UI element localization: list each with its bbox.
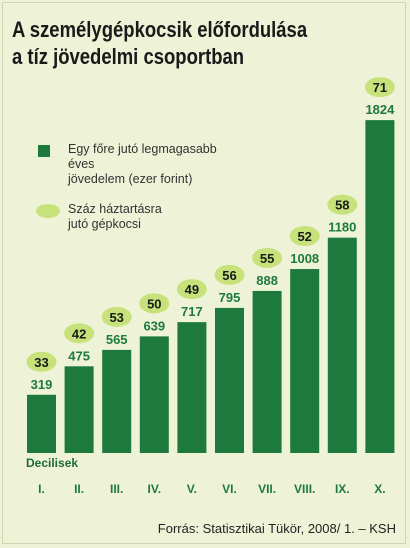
x-tick-label-10: X. [374,482,385,496]
car-count-oval-2 [64,323,95,344]
bar-value-label-1: 319 [31,377,53,392]
x-tick-label-1: I. [38,482,45,496]
car-count-label-6: 56 [222,268,236,283]
car-count-label-3: 53 [109,310,123,325]
car-count-label-10: 71 [373,80,387,95]
x-tick-label-8: VIII. [294,482,315,496]
chart-legend: Egy főre jutó legmagasabb éves jövedelem… [36,142,238,232]
bar-income-9 [327,237,357,453]
bar-value-label-9: 1180 [328,220,356,235]
car-count-label-9: 58 [335,198,349,213]
bar-income-4 [139,336,169,453]
x-axis-title: Decilisek [26,456,79,470]
bar-value-label-5: 717 [181,304,203,319]
x-tick-label-9: IX. [335,482,350,496]
source-note: Forrás: Statisztikai Tükör, 2008/ 1. – K… [157,521,396,536]
legend-swatch-oval [36,204,60,218]
bar-income-10 [365,120,395,454]
legend-label-income: Egy főre jutó legmagasabb éves jövedelem… [68,142,217,186]
legend-label-cars: Száz háztartásra jutó gépkocsi [68,202,162,231]
bar-income-2 [64,366,94,453]
x-tick-label-7: VII. [258,482,276,496]
car-count-label-1: 33 [34,355,48,370]
chart-title-line-2: a tíz jövedelmi csoportban [12,44,245,69]
car-count-label-2: 42 [72,326,86,341]
x-tick-label-5: V. [187,482,197,496]
bar-income-6 [215,307,244,453]
x-tick-label-2: II. [74,482,84,496]
bar-income-7 [252,290,282,453]
chart-title: A személygépkocsik előfordulása a tíz jö… [12,16,307,70]
car-count-oval-3 [101,306,132,327]
legend-item-cars: Száz háztartásra jutó gépkocsi [36,202,238,232]
bar-value-label-4: 639 [143,318,165,333]
bar-value-label-10: 1824 [365,102,395,117]
legend-swatch-bar [38,145,50,157]
car-count-oval-5 [176,279,207,300]
x-tick-label-6: VI. [222,482,237,496]
car-count-oval-1 [26,351,57,372]
car-count-oval-4 [139,293,170,314]
bar-income-1 [27,394,56,453]
bar-value-label-3: 565 [106,332,128,347]
x-tick-label-4: IV. [148,482,162,496]
x-tick-label-3: III. [110,482,123,496]
car-count-label-5: 49 [185,282,199,297]
car-count-label-8: 52 [297,229,311,244]
bar-income-3 [102,349,132,453]
bar-value-label-2: 475 [68,348,90,363]
chart-title-line-1: A személygépkocsik előfordulása [12,17,308,42]
bar-value-label-6: 795 [219,290,241,305]
car-count-oval-7 [252,247,283,268]
car-count-oval-8 [289,226,320,247]
car-count-oval-9 [327,194,358,215]
bar-income-5 [177,322,207,453]
bar-value-label-7: 888 [256,273,278,288]
car-count-label-7: 55 [260,251,274,266]
car-count-label-4: 50 [147,296,161,311]
legend-item-income: Egy főre jutó legmagasabb éves jövedelem… [38,142,238,187]
bar-value-label-8: 1008 [290,251,319,266]
bar-income-8 [290,269,320,453]
car-count-oval-10 [364,77,395,98]
car-count-oval-6 [214,264,245,285]
chart-frame [2,2,406,544]
